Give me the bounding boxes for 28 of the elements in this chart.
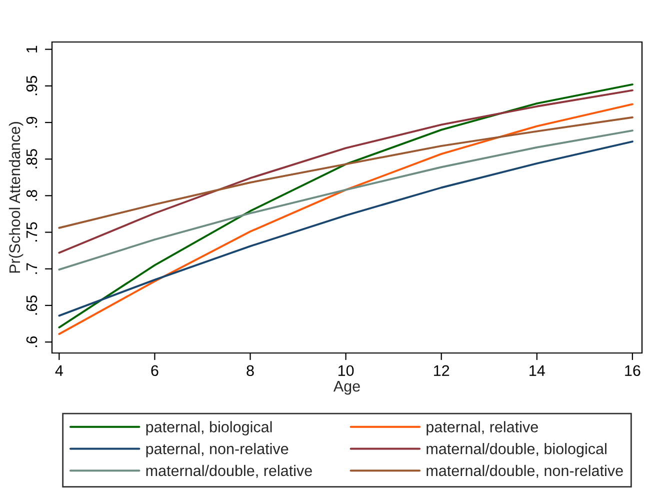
x-tick-label: 4 xyxy=(55,365,63,376)
line-series xyxy=(58,130,634,271)
y-tick-label: 1 xyxy=(26,46,38,52)
line-series xyxy=(58,89,634,254)
legend-label: maternal/double, biological xyxy=(426,443,606,458)
y-tick-label: .8 xyxy=(26,190,38,201)
x-tick-label: 6 xyxy=(151,365,158,376)
x-tick-label: 8 xyxy=(246,365,254,376)
line-series xyxy=(58,140,634,317)
line-series xyxy=(58,116,634,229)
x-tick-label: 14 xyxy=(530,365,545,376)
y-tick-label: .85 xyxy=(26,149,38,168)
legend-label: maternal/double, non-relative xyxy=(426,464,623,478)
y-axis-title: Pr(School Attendance) xyxy=(8,122,24,273)
y-tick-label: .6 xyxy=(26,336,38,347)
legend-label: maternal/double, relative xyxy=(146,464,312,478)
y-tick-label: .95 xyxy=(26,76,38,96)
x-tick-label: 16 xyxy=(625,365,640,376)
legend-label: paternal, biological xyxy=(146,421,272,436)
legend-label: paternal, non-relative xyxy=(146,443,288,458)
y-tick-label: .75 xyxy=(26,222,38,242)
y-tick-label: .65 xyxy=(26,295,38,315)
x-tick-label: 10 xyxy=(338,365,354,376)
y-tick-label: .7 xyxy=(26,263,38,274)
x-axis-title: Age xyxy=(333,380,360,395)
x-tick-label: 12 xyxy=(434,365,450,376)
y-tick-label: .9 xyxy=(26,116,38,128)
legend-label: paternal, relative xyxy=(426,421,538,436)
